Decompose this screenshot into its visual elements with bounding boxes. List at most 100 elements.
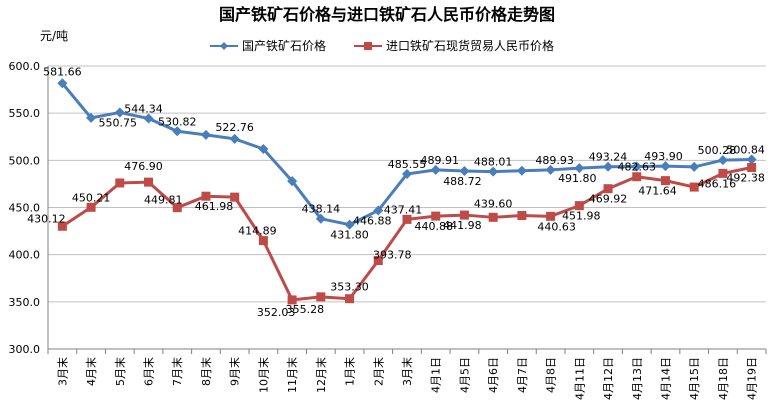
x-tick-label: 4月14日 bbox=[659, 357, 672, 400]
series-1-data-label: 353.30 bbox=[330, 281, 369, 294]
series-1-data-label: 414.89 bbox=[238, 225, 277, 238]
series-0-point bbox=[200, 129, 211, 140]
series-1-point bbox=[172, 203, 182, 213]
chart-title: 国产铁矿石价格与进口铁矿石人民币价格走势图 bbox=[219, 5, 555, 24]
x-tick-label: 4月12日 bbox=[602, 357, 615, 400]
series-0-data-label: 500.84 bbox=[726, 144, 765, 157]
series-1-point bbox=[574, 201, 584, 211]
x-tick-label: 12月末 bbox=[314, 357, 328, 393]
series-1-point bbox=[603, 184, 613, 194]
series-1-point bbox=[459, 210, 469, 220]
series-1-data-label: 393.78 bbox=[373, 249, 412, 262]
series-0-point bbox=[459, 165, 470, 176]
series-1-point bbox=[230, 192, 240, 202]
y-tick-label: 600.0 bbox=[9, 60, 41, 73]
series-1-data-label: 461.98 bbox=[195, 200, 234, 213]
series-1-data-label: 476.90 bbox=[124, 160, 163, 173]
series-1-point bbox=[632, 172, 642, 182]
series-1-point bbox=[345, 294, 355, 304]
x-tick-label: 4月1日 bbox=[430, 357, 443, 393]
x-tick-label: 4月6日 bbox=[487, 357, 500, 393]
series-1-point bbox=[431, 211, 441, 221]
x-tick-label: 3月末 bbox=[400, 357, 414, 386]
x-tick-label: 4月15日 bbox=[688, 357, 701, 400]
series-0-point bbox=[57, 78, 68, 89]
series-0-data-label: 522.76 bbox=[215, 121, 254, 134]
series-0-data-label: 493.24 bbox=[589, 151, 628, 164]
series-1-data-label: 449.81 bbox=[144, 194, 183, 207]
series-0-data-label: 485.55 bbox=[388, 158, 427, 171]
series-1-data-label: 355.28 bbox=[286, 303, 325, 316]
series-1-data-label: 352.03 bbox=[257, 306, 296, 319]
series-1-data-label: 482.63 bbox=[618, 161, 657, 174]
series-0-data-label: 491.80 bbox=[558, 172, 597, 185]
y-tick-label: 400.0 bbox=[9, 249, 41, 262]
series-0-data-label: 488.72 bbox=[443, 175, 482, 188]
x-tick-label: 1月末 bbox=[343, 357, 357, 386]
series-0-data-label: 438.14 bbox=[302, 203, 341, 216]
x-tick-label: 11月末 bbox=[285, 357, 299, 393]
x-tick-label: 4月5日 bbox=[458, 357, 471, 393]
series-0-data-label: 581.66 bbox=[43, 65, 82, 78]
series-0-point bbox=[402, 168, 412, 179]
series-1-point bbox=[402, 214, 412, 224]
series-1-point bbox=[115, 178, 125, 188]
series-1-data-label: 440.88 bbox=[414, 220, 453, 233]
x-tick-label: 6月末 bbox=[142, 357, 156, 386]
series-1-data-label: 439.60 bbox=[474, 197, 513, 210]
series-1-point bbox=[373, 256, 383, 266]
series-0-point bbox=[603, 161, 614, 172]
x-tick-label: 4月末 bbox=[84, 357, 98, 386]
series-1-data-label: 471.64 bbox=[638, 185, 677, 198]
x-tick-label: 4月11日 bbox=[573, 357, 586, 400]
y-tick-label: 550.0 bbox=[9, 107, 41, 120]
series-0-point bbox=[287, 176, 298, 187]
series-0-data-label: 544.34 bbox=[124, 103, 163, 116]
series-0-data-label: 489.91 bbox=[420, 154, 459, 167]
legend-marker-import bbox=[364, 42, 372, 50]
series-1-point bbox=[86, 202, 96, 212]
series-0-point bbox=[545, 164, 556, 175]
series-1-data-label: 469.92 bbox=[589, 193, 628, 206]
plot-area: 300.0 350.0 400.0 450.0 500.0 550.0 600.0 3月末 4月… bbox=[9, 60, 767, 400]
y-tick-label: 450.0 bbox=[9, 202, 41, 215]
series-1-point bbox=[689, 182, 699, 192]
series-0-data-label: 488.01 bbox=[474, 156, 513, 169]
series-0-point bbox=[258, 144, 269, 155]
y-tick-label: 500.0 bbox=[9, 154, 41, 167]
x-tick-label: 7月末 bbox=[170, 357, 184, 386]
x-tick-label: 3月末 bbox=[55, 357, 69, 386]
y-axis-unit: 元/吨 bbox=[40, 29, 68, 43]
series-1-point bbox=[660, 176, 670, 186]
series-0-data-label: 431.80 bbox=[330, 229, 369, 242]
series-0-point bbox=[315, 213, 326, 224]
series-0-data-label: 489.93 bbox=[535, 154, 574, 167]
series-1-data-label: 440.63 bbox=[537, 220, 576, 233]
legend-label-domestic: 国产铁矿石价格 bbox=[242, 38, 326, 53]
x-tick-label: 4月18日 bbox=[717, 357, 730, 400]
series-1-point bbox=[517, 211, 527, 221]
series-1-data-label: 441.98 bbox=[443, 219, 482, 232]
series-0-point bbox=[717, 155, 728, 166]
series-0-point bbox=[143, 113, 154, 124]
legend-marker-domestic bbox=[220, 42, 228, 50]
series-1-point bbox=[258, 236, 268, 246]
series-0-data-label: 493.90 bbox=[644, 150, 683, 163]
series-1-data-label: 437.41 bbox=[384, 203, 423, 216]
x-tick-label: 2月末 bbox=[371, 357, 385, 386]
series-0-data-label: 446.88 bbox=[353, 214, 392, 227]
series-1-point bbox=[316, 292, 326, 302]
x-tick-label: 5月末 bbox=[113, 357, 127, 386]
series-1-data-label: 451.98 bbox=[562, 210, 601, 223]
x-tick-label: 4月7日 bbox=[516, 357, 529, 393]
series-0-data-label: 550.75 bbox=[99, 116, 138, 129]
x-tick-label: 9月末 bbox=[228, 357, 242, 386]
series-0-point bbox=[344, 219, 355, 230]
y-tick-label: 300.0 bbox=[9, 343, 41, 356]
series-0-point bbox=[689, 161, 700, 172]
series-1-point bbox=[144, 177, 154, 187]
series-0-point bbox=[488, 166, 499, 177]
x-tick-label: 4月8日 bbox=[545, 357, 558, 393]
x-tick-label: 8月末 bbox=[199, 357, 213, 386]
